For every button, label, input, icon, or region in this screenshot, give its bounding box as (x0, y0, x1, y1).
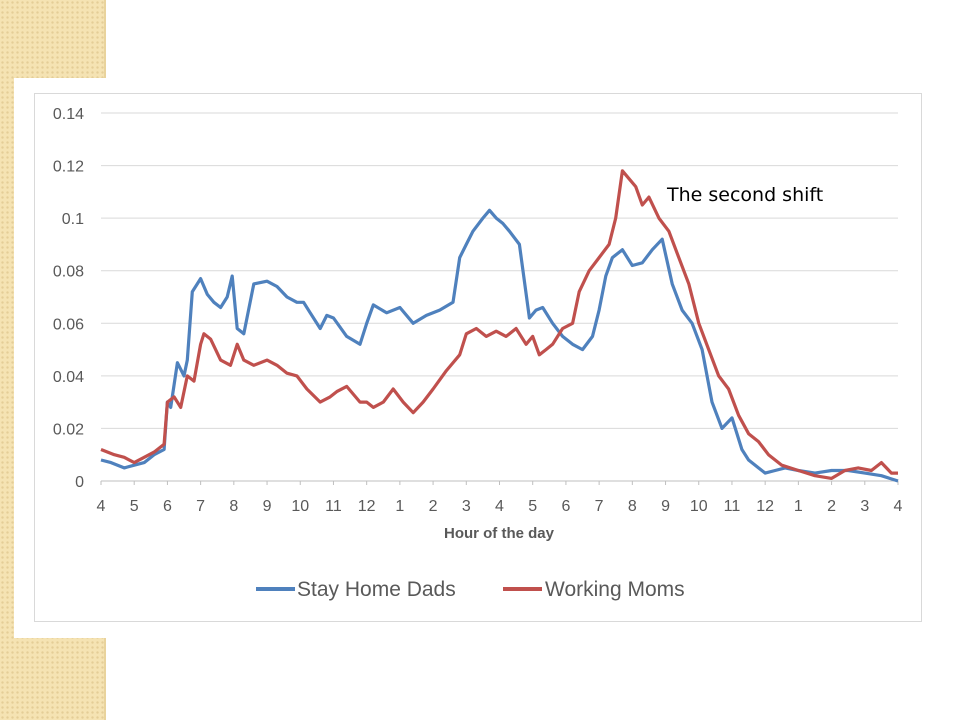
x-tick-label: 11 (724, 498, 741, 515)
x-tick-label: 4 (97, 498, 106, 515)
annotation-second-shift: The second shift (667, 184, 824, 206)
x-tick-label: 9 (661, 498, 670, 515)
x-axis-label: Hour of the day (444, 525, 555, 542)
series-line-stay-home-dads (100, 208, 899, 483)
x-tick-label: 4 (894, 498, 903, 515)
legend-label-moms: Working Moms (545, 578, 685, 601)
x-tick-label: 9 (263, 498, 272, 515)
x-tick-label: 6 (561, 498, 570, 515)
x-tick-label: 7 (595, 498, 604, 515)
x-tick-label: 11 (325, 498, 342, 515)
y-tick-label: 0.02 (53, 421, 84, 438)
x-tick-label: 5 (528, 498, 537, 515)
y-tick-label: 0 (75, 474, 84, 491)
x-tick-label: 3 (462, 498, 471, 515)
y-axis-ticks: 0 0.02 0.04 0.06 0.08 0.1 0.12 0.14 (53, 106, 84, 491)
x-tick-label: 8 (229, 498, 238, 515)
x-tick-label: 12 (756, 498, 774, 515)
x-tick-label: 2 (827, 498, 836, 515)
chart-frame (34, 93, 922, 622)
x-tick-label: 3 (860, 498, 869, 515)
x-tick-label: 1 (794, 498, 803, 515)
grid-lines (101, 112, 898, 482)
y-tick-label: 0.14 (53, 106, 84, 123)
x-tick-label: 1 (395, 498, 404, 515)
x-tick-label: 2 (429, 498, 438, 515)
series-line-working-moms (100, 169, 898, 480)
x-tick-label: 10 (690, 498, 708, 515)
y-tick-label: 0.12 (53, 159, 84, 176)
x-axis-ticks: 4 5 6 7 8 9 10 11 12 1 2 3 4 5 6 7 8 9 10 11 12 1 2 3 4 (97, 481, 903, 515)
x-tick-label: 5 (130, 498, 139, 515)
x-tick-label: 4 (495, 498, 504, 515)
x-tick-label: 7 (196, 498, 205, 515)
x-tick-label: 12 (358, 498, 376, 515)
x-tick-label: 6 (163, 498, 172, 515)
y-tick-label: 0.06 (53, 316, 84, 333)
x-tick-label: 8 (628, 498, 637, 515)
y-tick-label: 0.08 (53, 264, 84, 281)
legend: Stay Home Dads Working Moms (256, 578, 685, 601)
series-lines (100, 169, 899, 483)
y-tick-label: 0.1 (62, 211, 84, 228)
x-tick-label: 10 (291, 498, 309, 515)
y-tick-label: 0.04 (53, 369, 84, 386)
legend-label-dads: Stay Home Dads (297, 578, 456, 601)
